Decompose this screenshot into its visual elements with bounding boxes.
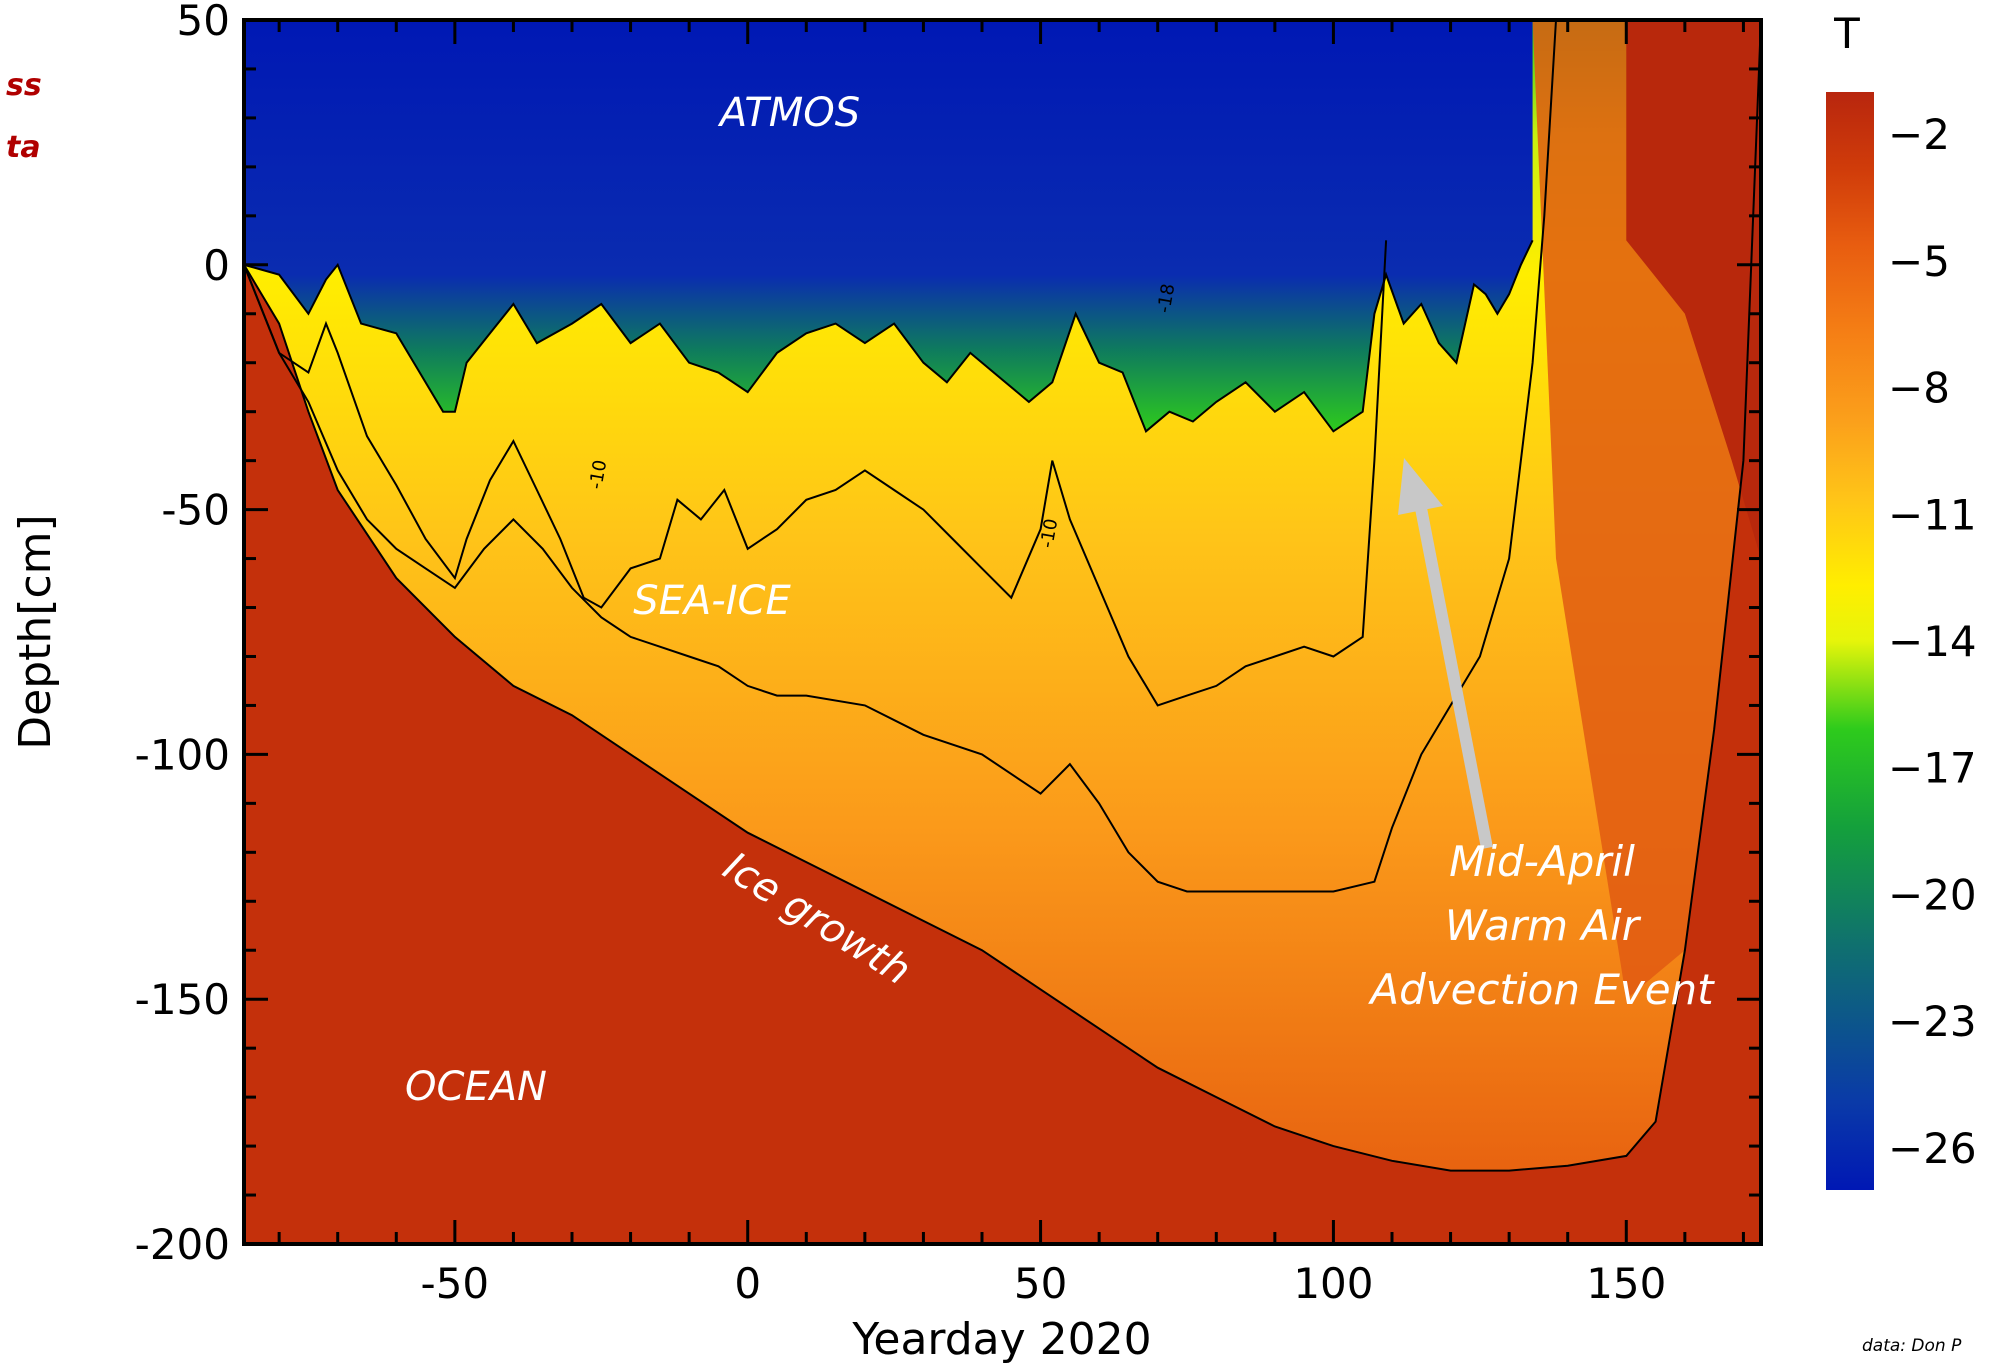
y-tick-label: -150 <box>135 975 230 1024</box>
y-axis-title: Depth[cm] <box>10 514 61 749</box>
colorbar-tick-label: −11 <box>1888 490 1977 539</box>
colorbar-tick-label: −2 <box>1888 110 1950 159</box>
x-tick-label: -50 <box>421 1259 490 1308</box>
data-credit: data: Don P <box>1862 1336 1962 1356</box>
x-tick-label: 0 <box>734 1259 761 1308</box>
cropped-label-top: ss <box>6 68 42 103</box>
colorbar-tick-label: −26 <box>1888 1124 1977 1173</box>
colorbar-tick-labels: −2 −5 −8 −11 −14 −17 −20 −23 −26 <box>1888 110 1977 1173</box>
sea-ice-label: SEA-ICE <box>633 578 791 624</box>
contour-label: -10 <box>586 458 612 491</box>
colorbar-title: T <box>1833 9 1860 58</box>
late-season-top-layer <box>1626 20 1761 559</box>
colorbar-tick-label: −23 <box>1888 997 1977 1046</box>
event-label-line-3: Advection Event <box>1367 965 1715 1014</box>
contour-line-4 <box>244 20 1761 1172</box>
y-tick-label: 50 <box>177 0 230 45</box>
contour-labels: -18 -10 -10 <box>586 282 1180 550</box>
y-axis-ticks: 50 0 -50 -100 -150 -200 <box>135 0 1761 1269</box>
contour-label: -10 <box>1037 517 1063 550</box>
plot-frame <box>242 18 1763 1246</box>
contour-line-1 <box>244 239 1534 433</box>
colorbar-tick-label: −14 <box>1888 617 1977 666</box>
x-tick-label: 50 <box>1014 1259 1067 1308</box>
warm-air-arrow <box>1398 458 1493 850</box>
ocean-label: OCEAN <box>405 1064 547 1110</box>
colorbar-tick-label: −17 <box>1888 744 1977 793</box>
atmos-label: ATMOS <box>717 90 860 136</box>
y-tick-label: -50 <box>161 486 230 535</box>
x-axis-ticks: -50 0 50 100 150 <box>277 20 1745 1308</box>
colorbar: T −2 −5 −8 −11 −14 −17 −20 −23 −26 <box>1826 9 1977 1190</box>
contour-lines <box>244 20 1761 1172</box>
contour-line-2 <box>244 240 1388 707</box>
colorbar-tick-label: −8 <box>1888 364 1950 413</box>
event-label-line-1: Mid-April <box>1449 837 1635 886</box>
cropped-label-bottom: ta <box>6 130 41 165</box>
x-axis-title: Yearday 2020 <box>851 1314 1151 1365</box>
atmosphere-layer <box>244 20 1533 432</box>
colorbar-gradient <box>1826 92 1874 1190</box>
event-label-line-2: Warm Air <box>1445 901 1642 950</box>
x-tick-label: 100 <box>1293 1259 1373 1308</box>
x-tick-label: 150 <box>1586 1259 1666 1308</box>
y-tick-label: 0 <box>203 241 230 290</box>
y-tick-label: -100 <box>135 730 230 779</box>
colorbar-tick-label: −20 <box>1888 870 1977 919</box>
colorbar-tick-label: −5 <box>1888 237 1950 286</box>
contour-line-3 <box>244 20 1557 893</box>
y-tick-label: -200 <box>135 1220 230 1269</box>
contour-label: -18 <box>1154 282 1180 315</box>
heatmap-field: -18 -10 -10 <box>244 20 1761 1244</box>
